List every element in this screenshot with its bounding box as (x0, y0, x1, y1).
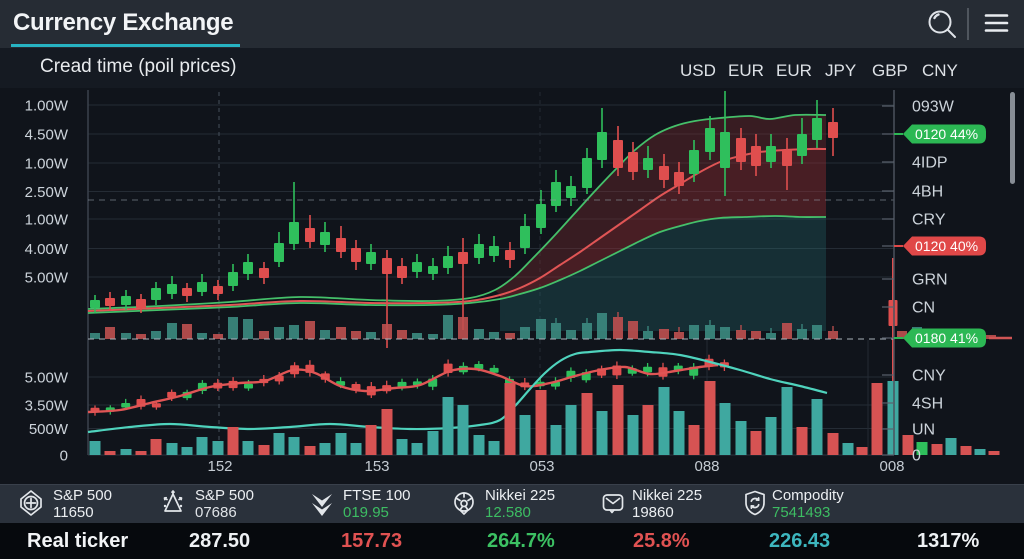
svg-text:500W: 500W (29, 421, 69, 438)
svg-text:1.00W: 1.00W (25, 156, 69, 173)
svg-text:GRN: GRN (912, 272, 948, 289)
svg-text:CN: CN (912, 300, 935, 317)
svg-text:0120 40%: 0120 40% (915, 238, 978, 254)
svg-text:3.50W: 3.50W (25, 398, 69, 415)
svg-text:1.00W: 1.00W (25, 98, 69, 115)
svg-text:CNY: CNY (912, 368, 946, 385)
svg-text:4IDP: 4IDP (912, 155, 948, 172)
svg-text:093W: 093W (912, 99, 955, 116)
svg-text:088: 088 (694, 458, 719, 475)
svg-text:4BH: 4BH (912, 184, 943, 201)
svg-text:5.00W: 5.00W (25, 370, 69, 387)
svg-text:0180 41%: 0180 41% (915, 330, 978, 346)
svg-text:4SH: 4SH (912, 396, 943, 413)
svg-text:CRY: CRY (912, 212, 946, 229)
svg-text:4.50W: 4.50W (25, 127, 69, 144)
svg-text:0: 0 (60, 448, 68, 465)
svg-text:5.00W: 5.00W (25, 270, 69, 287)
svg-text:008: 008 (879, 458, 904, 475)
svg-text:053: 053 (529, 458, 554, 475)
svg-text:0120 44%: 0120 44% (915, 126, 978, 142)
svg-text:153: 153 (364, 458, 389, 475)
svg-text:0: 0 (912, 448, 921, 465)
svg-text:1.00W: 1.00W (25, 212, 69, 229)
svg-text:152: 152 (207, 458, 232, 475)
svg-text:4.00W: 4.00W (25, 241, 69, 258)
svg-text:2.50W: 2.50W (25, 184, 69, 201)
svg-text:UN: UN (912, 422, 935, 439)
